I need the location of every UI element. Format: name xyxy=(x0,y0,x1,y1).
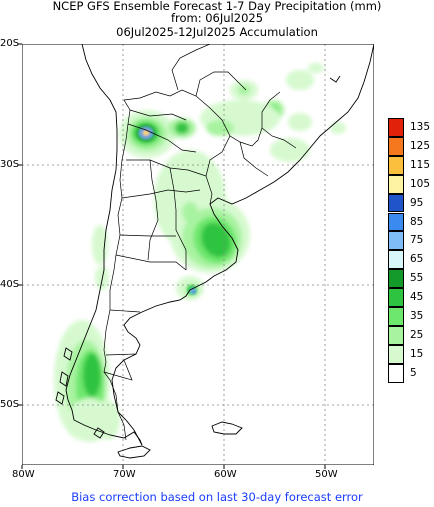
country-borders xyxy=(103,44,297,441)
legend-swatch xyxy=(388,325,404,345)
map-subtitle-period: 06Jul2025-12Jul2025 Accumulation xyxy=(116,25,318,39)
legend-swatch xyxy=(388,136,404,156)
graticule xyxy=(22,44,374,465)
lon-label-70w: 70W xyxy=(113,469,136,480)
legend-swatch xyxy=(388,174,404,194)
legend-swatch xyxy=(388,269,404,289)
precip-core-plata xyxy=(187,285,197,295)
legend-label: 55 xyxy=(410,272,424,285)
legend-label: 85 xyxy=(410,215,424,228)
lon-label-80w: 80W xyxy=(12,469,35,480)
legend-label: 5 xyxy=(410,366,417,379)
legend-label: 105 xyxy=(410,177,431,190)
legend-swatch xyxy=(388,344,404,364)
legend-swatch xyxy=(388,155,404,175)
lat-label-30s: 30S xyxy=(0,159,20,170)
lat-label-40s: 40S xyxy=(0,279,20,290)
legend-label: 25 xyxy=(410,328,424,341)
legend-swatch xyxy=(388,307,404,326)
coastlines xyxy=(55,44,374,459)
legend-label: 125 xyxy=(410,139,431,152)
legend-swatch xyxy=(388,118,404,137)
map-title: NCEP GFS Ensemble Forecast 1-7 Day Preci… xyxy=(52,0,382,13)
lat-label-20s: 20S xyxy=(0,38,20,49)
legend-label: 95 xyxy=(410,196,424,209)
legend-swatch xyxy=(388,250,404,270)
legend-swatch xyxy=(388,231,404,251)
legend-label: 45 xyxy=(410,291,424,304)
legend-label: 15 xyxy=(410,347,424,360)
legend-swatch xyxy=(388,363,404,383)
legend-label: 115 xyxy=(410,158,431,171)
precip-field xyxy=(54,63,346,442)
legend-label: 65 xyxy=(410,253,424,266)
map-subtitle-date: from: 06Jul2025 xyxy=(170,11,264,25)
legend-label: 135 xyxy=(410,121,431,133)
falkland-islands xyxy=(211,421,243,435)
lat-label-50s: 50S xyxy=(0,399,20,410)
bias-correction-note: Bias correction based on last 30-day for… xyxy=(71,490,363,504)
legend-label: 75 xyxy=(410,234,424,247)
legend-swatch xyxy=(388,288,404,307)
lon-label-60w: 60W xyxy=(214,469,237,480)
lon-label-50w: 50W xyxy=(315,469,338,480)
legend-swatch xyxy=(388,193,404,213)
legend-swatch xyxy=(388,212,404,232)
precip-core-north xyxy=(137,125,155,141)
legend-label: 35 xyxy=(410,310,424,322)
